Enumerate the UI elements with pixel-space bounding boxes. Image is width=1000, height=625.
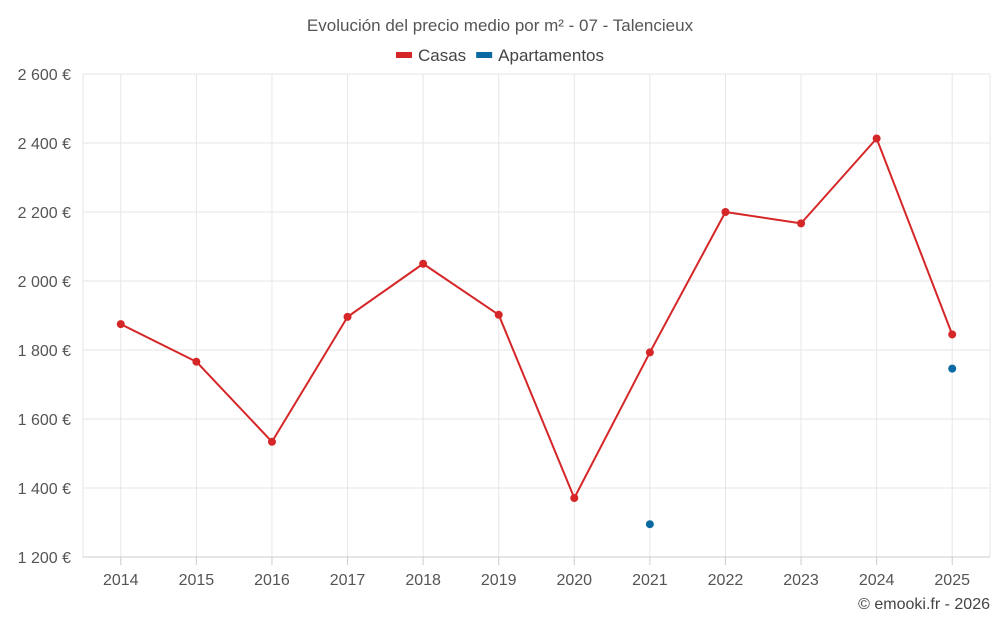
x-tick-label: 2015 [179, 572, 215, 589]
data-point [948, 364, 957, 373]
legend-label: Casas [418, 46, 466, 65]
series-apartamentos [645, 364, 957, 529]
chart-title: Evolución del precio medio por m² - 07 -… [307, 16, 694, 35]
x-tick-label: 2018 [405, 572, 441, 589]
data-point [267, 437, 276, 446]
legend-label: Apartamentos [498, 46, 604, 65]
data-point [645, 520, 654, 529]
y-tick-label: 1 600 € [18, 412, 71, 429]
data-point [948, 330, 957, 339]
data-point [872, 134, 881, 143]
grid [82, 73, 991, 558]
credit-text: © emooki.fr - 2026 [858, 596, 990, 613]
y-tick-label: 1 800 € [18, 343, 71, 360]
x-tick-label: 2024 [859, 572, 895, 589]
data-point [419, 259, 428, 268]
data-point [116, 320, 125, 329]
data-point [721, 208, 730, 216]
x-tick-label: 2025 [934, 572, 970, 589]
legend-swatch [476, 52, 493, 58]
x-tick-label: 2019 [481, 572, 517, 589]
x-tick-label: 2022 [708, 572, 744, 589]
y-tick-label: 2 400 € [18, 136, 71, 153]
data-point [645, 348, 654, 357]
legend-item-apartamentos: Apartamentos [476, 46, 604, 65]
y-tick-label: 2 200 € [18, 205, 71, 222]
x-axis: 2014 2015 2016 2017 2018 2019 2020 2021 2022 2023… [83, 556, 990, 589]
legend: Casas Apartamentos [395, 46, 604, 65]
y-tick-label: 1 200 € [18, 550, 71, 567]
x-tick-label: 2021 [632, 572, 668, 589]
y-tick-label: 1 400 € [18, 481, 71, 498]
data-point [192, 357, 201, 366]
x-tick-label: 2020 [556, 572, 592, 589]
y-axis: 1 200 € 1 400 € 1 600 € 1 800 € 2 000 € 2 200… [18, 67, 71, 567]
x-tick-label: 2023 [783, 572, 819, 589]
y-tick-label: 2 600 € [18, 67, 71, 84]
data-point [494, 310, 503, 319]
legend-item-casas: Casas [395, 46, 466, 65]
series-layer [116, 134, 957, 529]
data-point [343, 312, 352, 321]
x-tick-label: 2016 [254, 572, 290, 589]
series-casas [116, 134, 957, 503]
x-tick-label: 2014 [103, 572, 139, 589]
legend-swatch [395, 52, 412, 58]
series-line [120, 137, 954, 500]
x-tick-label: 2017 [330, 572, 366, 589]
data-point [797, 219, 806, 228]
data-point [570, 494, 579, 503]
y-tick-label: 2 000 € [18, 274, 71, 291]
